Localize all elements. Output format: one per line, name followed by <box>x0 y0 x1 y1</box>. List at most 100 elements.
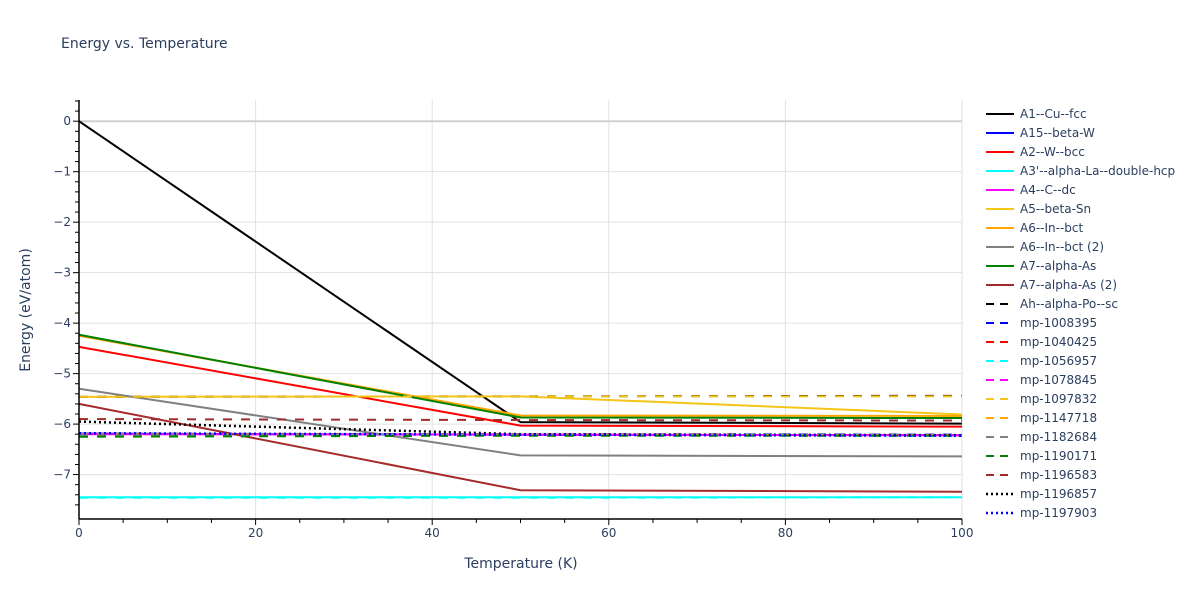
legend-label: mp-1008395 <box>1020 315 1098 330</box>
legend-item[interactable]: Ah--alpha-Po--sc <box>984 294 1175 313</box>
legend-line-icon <box>986 264 1014 267</box>
legend-item[interactable]: mp-1182684 <box>984 427 1175 446</box>
legend-item[interactable]: mp-1147718 <box>984 408 1175 427</box>
x-tick-label: 60 <box>601 526 616 540</box>
legend-line-icon <box>986 283 1014 286</box>
legend-item[interactable]: mp-1008395 <box>984 313 1175 332</box>
legend-line-icon <box>986 340 1014 343</box>
legend-item[interactable]: A7--alpha-As <box>984 256 1175 275</box>
trace-mp-1182684[interactable] <box>78 433 963 437</box>
y-tick-label: −3 <box>53 266 71 280</box>
legend-item[interactable]: A1--Cu--fcc <box>984 104 1175 123</box>
traces <box>78 120 963 499</box>
trace-mp-1197903[interactable] <box>78 431 963 437</box>
x-tick-label: 20 <box>248 526 263 540</box>
legend-item[interactable]: A6--In--bct (2) <box>984 237 1175 256</box>
legend-label: mp-1056957 <box>1020 353 1098 368</box>
trace-a7-alpha-as-2-[interactable] <box>78 402 963 493</box>
trace-mp-1056957[interactable] <box>79 496 963 499</box>
legend-line-icon <box>986 416 1014 419</box>
y-axis-title: Energy (eV/atom) <box>18 248 34 372</box>
trace-a6-in-bct[interactable] <box>78 334 963 418</box>
legend-label: mp-1182684 <box>1020 429 1098 444</box>
legend-line-icon <box>986 226 1014 229</box>
legend-item[interactable]: mp-1097832 <box>984 389 1175 408</box>
legend-label: mp-1196583 <box>1020 467 1098 482</box>
legend-item[interactable]: mp-1056957 <box>984 351 1175 370</box>
y-tick-label: −2 <box>53 215 71 229</box>
x-axis-title: Temperature (K) <box>463 556 577 572</box>
legend-item[interactable]: mp-1196857 <box>984 484 1175 503</box>
legend-line-icon <box>986 150 1014 153</box>
trace-a1-cu-fcc[interactable] <box>78 120 963 425</box>
y-tick-label: −6 <box>53 417 71 431</box>
legend-item[interactable]: A2--W--bcc <box>984 142 1175 161</box>
trace-a2-w-bcc[interactable] <box>78 345 963 428</box>
legend-item[interactable]: mp-1190171 <box>984 446 1175 465</box>
x-tick-label: 0 <box>75 526 83 540</box>
legend: A1--Cu--fcc A15--beta-W A2--W--bcc A3'--alp… <box>984 104 1175 522</box>
legend-item[interactable]: A7--alpha-As (2) <box>984 275 1175 294</box>
legend-item[interactable]: A3'--alpha-La--double-hcp <box>984 161 1175 180</box>
legend-label: A7--alpha-As (2) <box>1020 277 1118 292</box>
legend-line-icon <box>986 359 1014 362</box>
legend-line-icon <box>986 302 1014 305</box>
legend-item[interactable]: mp-1078845 <box>984 370 1175 389</box>
legend-label: mp-1147718 <box>1020 410 1098 425</box>
legend-line-icon <box>986 378 1014 381</box>
legend-item[interactable]: A6--In--bct <box>984 218 1175 237</box>
legend-label: A7--alpha-As <box>1020 258 1097 273</box>
legend-line-icon <box>986 454 1014 457</box>
legend-label: mp-1097832 <box>1020 391 1098 406</box>
legend-label: mp-1197903 <box>1020 505 1098 520</box>
legend-label: A6--In--bct (2) <box>1020 239 1105 254</box>
legend-item[interactable]: A5--beta-Sn <box>984 199 1175 218</box>
legend-label: Ah--alpha-Po--sc <box>1020 296 1118 311</box>
legend-label: A2--W--bcc <box>1020 144 1085 159</box>
legend-line-icon <box>986 188 1014 191</box>
legend-label: mp-1078845 <box>1020 372 1098 387</box>
legend-line-icon <box>986 511 1014 514</box>
trace-mp-1196583[interactable] <box>78 418 963 422</box>
legend-item[interactable]: A4--C--dc <box>984 180 1175 199</box>
legend-line-icon <box>986 473 1014 476</box>
axes: 0 20 40 60 80 100 0 −1 −2 −3 −4 −5 −6 −7 <box>53 100 973 540</box>
legend-line-icon <box>986 492 1014 495</box>
x-tick-label: 40 <box>425 526 440 540</box>
legend-label: A15--beta-W <box>1020 125 1095 140</box>
trace-a6-in-bct-2-[interactable] <box>78 387 963 458</box>
legend-label: A4--C--dc <box>1020 182 1076 197</box>
legend-label: A6--In--bct <box>1020 220 1084 235</box>
legend-line-icon <box>986 169 1014 172</box>
legend-item[interactable]: mp-1040425 <box>984 332 1175 351</box>
gridlines <box>79 100 963 519</box>
legend-item[interactable]: mp-1196583 <box>984 465 1175 484</box>
legend-label: A3'--alpha-La--double-hcp <box>1020 163 1176 178</box>
legend-label: mp-1040425 <box>1020 334 1098 349</box>
legend-line-icon <box>986 321 1014 324</box>
trace-a5-beta-sn[interactable] <box>78 395 963 416</box>
chart-title: Energy vs. Temperature <box>61 36 228 52</box>
legend-label: mp-1196857 <box>1020 486 1098 501</box>
legend-item[interactable]: mp-1197903 <box>984 503 1175 522</box>
x-tick-label: 80 <box>778 526 793 540</box>
trace-mp-1190171[interactable] <box>78 434 962 438</box>
legend-line-icon <box>986 435 1014 438</box>
legend-line-icon <box>986 131 1014 134</box>
y-tick-label: −5 <box>53 367 71 381</box>
legend-line-icon <box>986 397 1014 400</box>
legend-line-icon <box>986 207 1014 210</box>
legend-label: A1--Cu--fcc <box>1020 106 1087 121</box>
legend-line-icon <box>986 112 1014 115</box>
legend-label: A5--beta-Sn <box>1020 201 1092 216</box>
legend-line-icon <box>986 245 1014 248</box>
x-tick-label: 100 <box>951 526 974 540</box>
y-tick-label: 0 <box>63 114 71 128</box>
y-tick-label: −1 <box>53 165 71 179</box>
y-tick-label: −7 <box>53 468 71 482</box>
trace-a7-alpha-as[interactable] <box>78 333 963 420</box>
y-tick-label: −4 <box>53 316 71 330</box>
trace-mp-1097832[interactable] <box>78 395 962 398</box>
legend-item[interactable]: A15--beta-W <box>984 123 1175 142</box>
